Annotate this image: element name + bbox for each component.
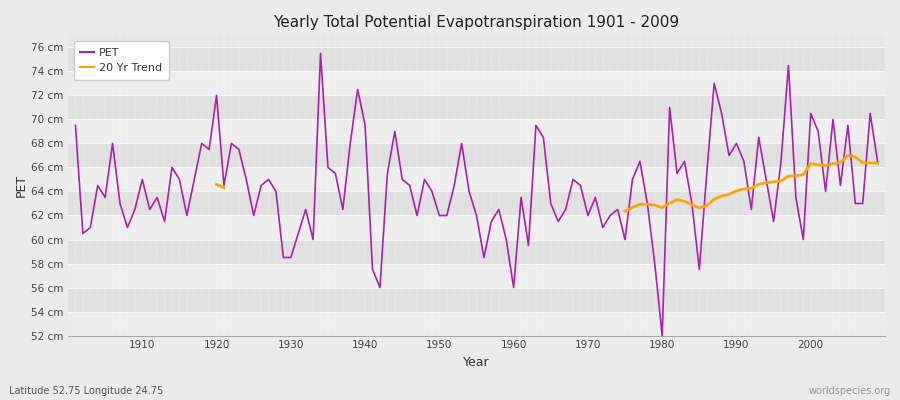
- 20 Yr Trend: [212, 182, 222, 187]
- PET: [292, 231, 303, 236]
- Bar: [68, 264, 885, 288]
- Bar: [68, 312, 885, 336]
- Bar: [68, 168, 885, 192]
- PET: [315, 51, 326, 56]
- 20 Yr Trend: [219, 185, 230, 190]
- Bar: [68, 288, 885, 312]
- Text: Latitude 52.75 Longitude 24.75: Latitude 52.75 Longitude 24.75: [9, 386, 163, 396]
- Bar: [68, 47, 885, 71]
- PET: [508, 285, 519, 290]
- PET: [345, 141, 356, 146]
- Line: 20 Yr Trend: 20 Yr Trend: [217, 184, 224, 188]
- Bar: [68, 240, 885, 264]
- Y-axis label: PET: PET: [15, 174, 28, 197]
- Bar: [68, 71, 885, 95]
- Line: PET: PET: [76, 53, 878, 336]
- Title: Yearly Total Potential Evapotranspiration 1901 - 2009: Yearly Total Potential Evapotranspiratio…: [274, 15, 680, 30]
- PET: [130, 207, 140, 212]
- Bar: [68, 120, 885, 144]
- Bar: [68, 192, 885, 216]
- PET: [657, 333, 668, 338]
- PET: [605, 213, 616, 218]
- Legend: PET, 20 Yr Trend: PET, 20 Yr Trend: [74, 41, 169, 80]
- PET: [516, 195, 526, 200]
- Bar: [68, 216, 885, 240]
- Bar: [68, 95, 885, 120]
- X-axis label: Year: Year: [464, 356, 490, 369]
- Bar: [68, 144, 885, 168]
- PET: [70, 123, 81, 128]
- Text: worldspecies.org: worldspecies.org: [809, 386, 891, 396]
- PET: [872, 159, 883, 164]
